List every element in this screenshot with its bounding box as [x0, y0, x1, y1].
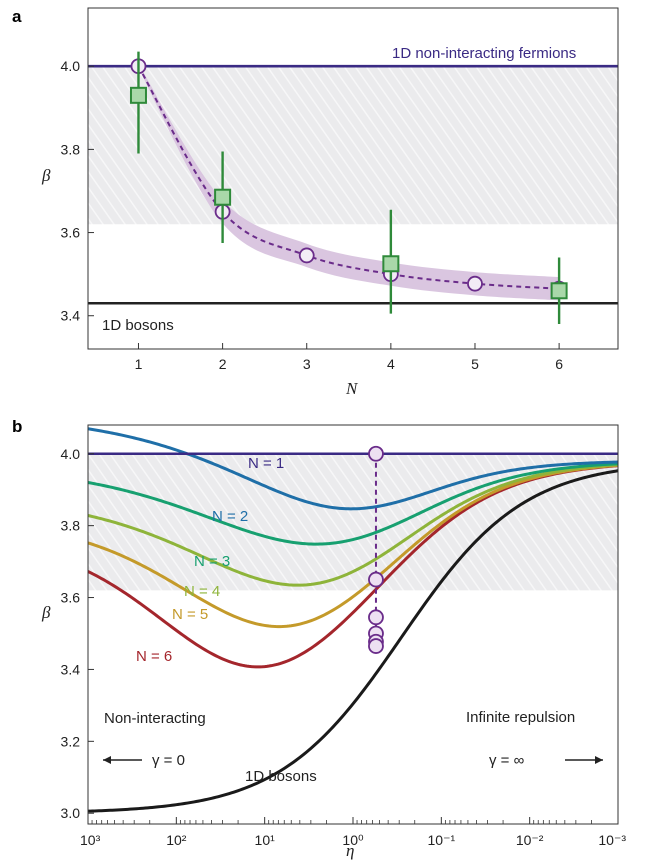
y-tick-label: 3.2 [61, 733, 81, 749]
experiment-point [129, 86, 147, 104]
x-tick-label: 1 [135, 356, 143, 372]
gamma-infinity-arrow [565, 756, 603, 764]
panel-b-y-label: β [41, 603, 51, 622]
x-tick-label: 6 [555, 356, 563, 372]
series-label-n5: N = 5 [172, 606, 208, 623]
bosons-label-b: 1D bosons [245, 768, 317, 785]
x-tick-label: 10³ [80, 832, 101, 848]
series-label-n1: N = 1 [248, 455, 284, 472]
fermions-label: 1D non-interacting fermions [392, 45, 576, 62]
curve-n2 [88, 427, 618, 511]
x-tick-label: 10⁻² [516, 832, 544, 848]
panel-a-letter: a [12, 7, 22, 26]
theory-point [298, 247, 315, 264]
panel-b-x-ticks: 10³ 10² 10¹ 10⁰ 10⁻¹ 10⁻² 10⁻³ [80, 817, 626, 848]
eta-marker [368, 445, 384, 462]
y-tick-label: 3.4 [61, 308, 81, 324]
panel-a-y-label: β [41, 166, 51, 185]
x-tick-label: 10² [166, 832, 187, 848]
x-tick-label: 10⁻¹ [428, 832, 456, 848]
eta-marker [368, 638, 384, 654]
panel-b-letter: b [12, 417, 22, 436]
x-tick-label: 10⁻³ [598, 832, 626, 848]
eta-marker [368, 609, 384, 626]
curve-n4 [88, 463, 618, 587]
x-tick-label: 3 [303, 356, 311, 372]
y-tick-label: 3.6 [61, 225, 81, 241]
fermion-region-band-a [88, 66, 618, 225]
gamma-infinity-label: γ = ∞ [489, 752, 525, 769]
y-tick-label: 3.8 [61, 141, 81, 157]
eta-marker [368, 571, 384, 588]
x-tick-label: 10⁰ [342, 832, 364, 848]
infinite-repulsion-label: Infinite repulsion [466, 709, 575, 726]
experiment-point [214, 188, 232, 206]
eta-markers [368, 445, 384, 654]
experiment-point [550, 282, 568, 300]
panel-b-y-ticks: 3.0 3.2 3.4 3.6 3.8 4.0 [61, 446, 94, 821]
series-label-n3: N = 3 [194, 553, 230, 570]
series-label-n4: N = 4 [184, 583, 220, 600]
series-label-n6: N = 6 [136, 648, 172, 665]
x-tick-label: 2 [219, 356, 227, 372]
theory-point [467, 275, 483, 292]
theory-dashed-line [137, 65, 560, 290]
y-tick-label: 3.8 [61, 518, 81, 534]
x-tick-label: 10¹ [255, 832, 276, 848]
theory-uncertainty-band [138, 63, 560, 301]
experiment-point [382, 255, 400, 273]
experiment-points [129, 51, 568, 325]
panel-a-y-ticks: 3.4 3.6 3.8 4.0 [61, 58, 94, 324]
curve-bosons [88, 469, 618, 813]
x-tick-label: 5 [471, 356, 479, 372]
panel-a-x-label: N [345, 379, 359, 398]
gamma-zero-arrow [103, 756, 142, 764]
y-tick-label: 3.0 [61, 805, 81, 821]
series-label-n2: N = 2 [212, 508, 248, 525]
y-tick-label: 4.0 [61, 446, 81, 462]
curve-n5 [88, 463, 618, 629]
non-interacting-label: Non-interacting [104, 710, 206, 727]
y-tick-label: 3.4 [61, 661, 81, 677]
panel-a-x-ticks: 1 2 3 4 5 6 [135, 343, 563, 372]
curve-n3 [88, 462, 618, 546]
panel-b-x-label: η [346, 841, 354, 860]
beta-curves [88, 427, 618, 813]
bosons-label-a: 1D bosons [102, 317, 174, 334]
x-tick-label: 4 [387, 356, 395, 372]
y-tick-label: 4.0 [61, 58, 81, 74]
panel-a-frame [87, 7, 619, 350]
gamma-zero-label: γ = 0 [152, 752, 185, 769]
y-tick-label: 3.6 [61, 590, 81, 606]
panel-b [88, 427, 618, 813]
panel-a [88, 51, 618, 325]
